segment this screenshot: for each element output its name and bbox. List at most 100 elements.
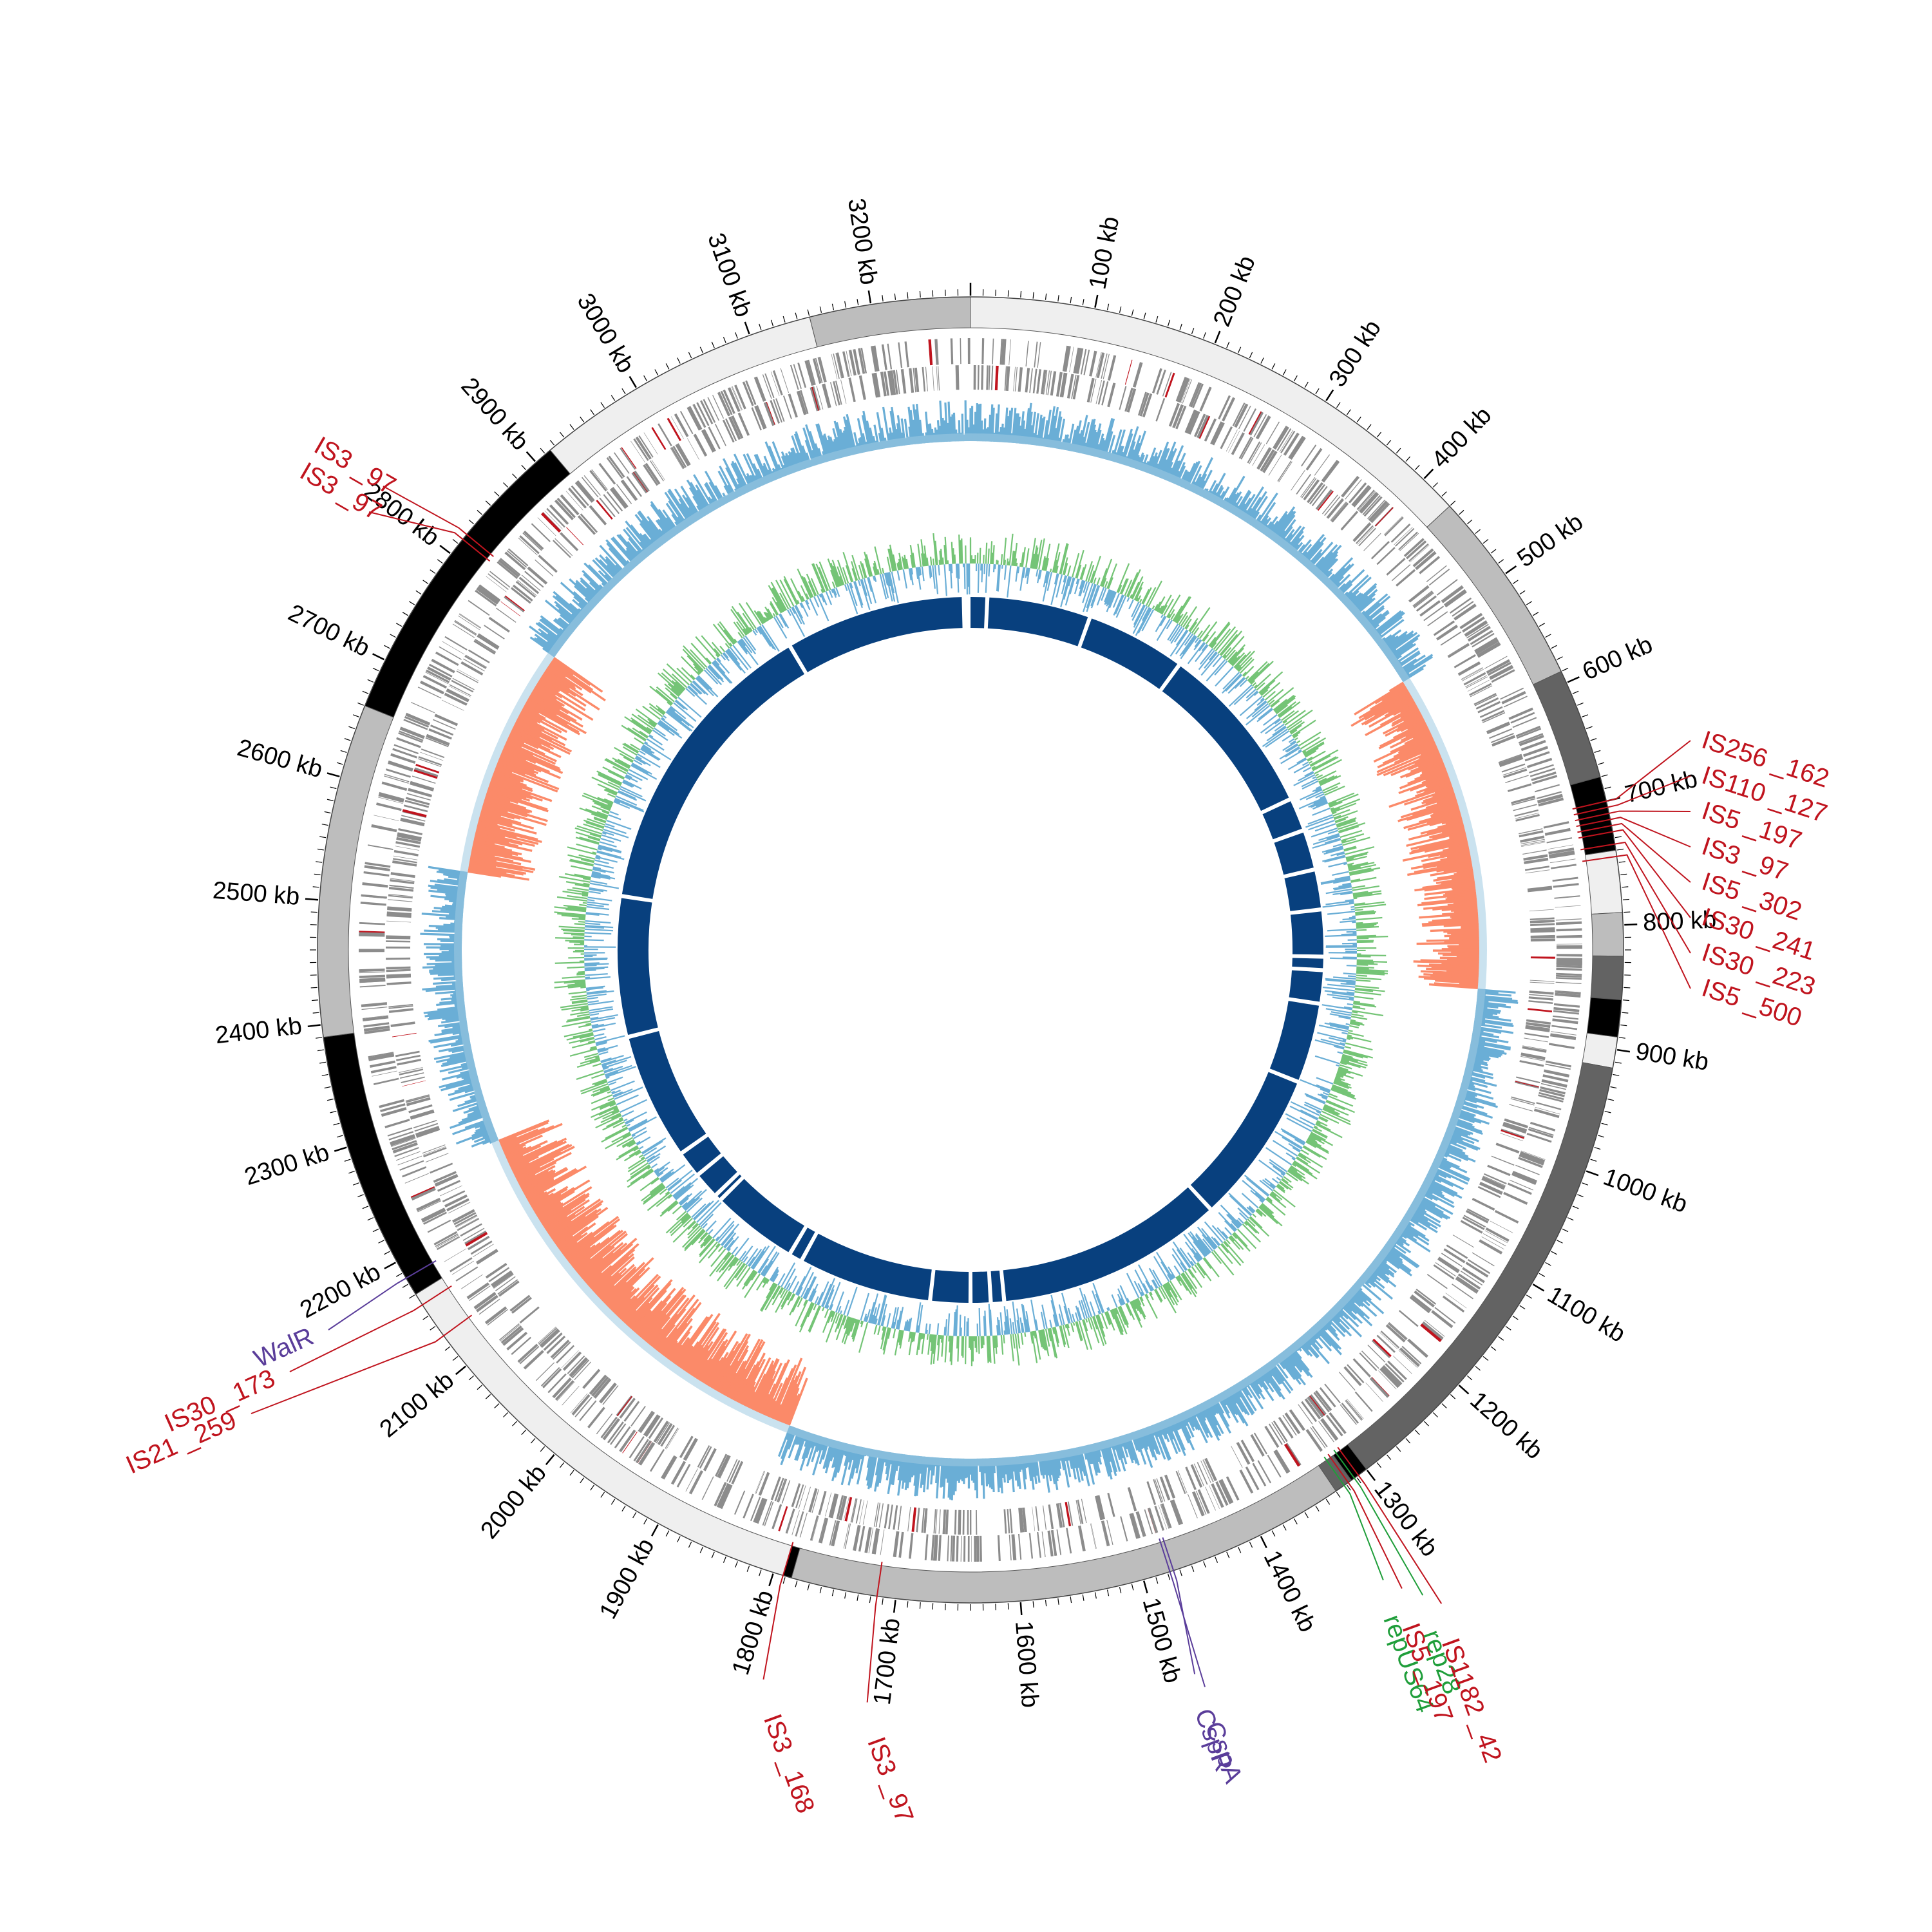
gene-feature — [361, 894, 387, 899]
gene-feature — [958, 365, 960, 390]
gc-skew-positive-bar — [1119, 1305, 1129, 1325]
gene-feature — [1268, 1423, 1283, 1445]
gene-feature — [1489, 728, 1513, 739]
gc-skew-negative-bar — [1075, 1305, 1081, 1321]
gene-feature — [1357, 526, 1375, 545]
gene-feature — [1323, 461, 1340, 483]
gc-skew-negative-bar — [1168, 1266, 1176, 1278]
gc-skew-negative-bar — [1083, 581, 1088, 593]
major-tick — [867, 290, 872, 304]
gc-skew-positive-bar — [1340, 1061, 1347, 1065]
gene-feature — [651, 427, 667, 450]
major-tick — [1586, 1170, 1599, 1177]
gc-skew-positive-bar — [1349, 1025, 1359, 1028]
gc-skew-positive-bar — [1075, 1321, 1082, 1341]
gc-skew-negative-bar — [1324, 1022, 1349, 1029]
gc-skew-bar — [541, 1193, 590, 1225]
gc-skew-bar — [717, 1340, 749, 1393]
gc-skew-positive-bar — [1188, 618, 1198, 632]
gc-skew-bar — [616, 1274, 659, 1318]
gene-feature — [777, 1478, 786, 1502]
gene-feature — [931, 1535, 935, 1561]
gc-skew-bar — [504, 743, 560, 770]
gene-feature — [1249, 412, 1264, 435]
gc-skew-negative-bar — [1058, 1304, 1065, 1325]
gene-feature — [1107, 355, 1117, 381]
gene-feature — [661, 1455, 677, 1480]
gc-skew-negative-bar — [1253, 691, 1259, 696]
gc-skew-negative-bar — [983, 564, 986, 574]
gc-skew-positive-bar — [1226, 649, 1236, 661]
minor-tick — [1167, 1573, 1171, 1580]
gene-feature — [1253, 1432, 1268, 1455]
minor-tick — [819, 1587, 822, 1594]
gene-feature — [855, 1525, 861, 1551]
gc-skew-bar — [511, 729, 542, 746]
gc-skew-positive-bar — [1313, 1126, 1322, 1132]
gene-feature — [406, 1095, 430, 1103]
gene-feature — [1220, 426, 1233, 450]
gene-feature — [1037, 1531, 1041, 1558]
gene-feature — [1501, 763, 1526, 773]
gc-skew-positive-bar — [1349, 867, 1372, 874]
gene-feature — [893, 1505, 898, 1530]
gc-skew-negative-bar — [1155, 615, 1166, 632]
gene-feature — [616, 1396, 632, 1416]
gc-skew-negative-bar — [1338, 1016, 1351, 1020]
gene-feature — [1187, 410, 1198, 434]
gc-skew-negative-bar — [1153, 1256, 1170, 1282]
gene-feature — [603, 494, 620, 515]
gc-skew-bar — [546, 1206, 585, 1233]
gc-skew-bar — [1443, 890, 1476, 896]
gene-feature — [464, 1230, 487, 1245]
gene-feature — [393, 855, 418, 860]
minor-tick — [367, 679, 374, 683]
gene-feature — [1520, 739, 1546, 752]
gene-feature — [797, 363, 807, 388]
gc-skew-bar — [1385, 715, 1423, 737]
gc-skew-bar — [553, 1208, 601, 1243]
minor-tick — [1475, 529, 1481, 535]
gc-skew-positive-bar — [1012, 551, 1016, 566]
gc-skew-bar — [1390, 753, 1441, 777]
gc-skew-bar — [1368, 700, 1416, 728]
gene-feature — [1530, 917, 1555, 921]
gc-skew-positive-bar — [1311, 766, 1316, 770]
gc-skew-bar — [1374, 694, 1412, 717]
gc-skew-bar — [1426, 967, 1479, 972]
gc-skew-bar — [582, 1252, 614, 1280]
gc-skew-positive-bar — [1104, 1312, 1111, 1325]
gc-skew-negative-bar — [1195, 645, 1209, 662]
gc-skew-bar — [622, 1284, 659, 1323]
gene-feature — [582, 477, 599, 498]
gene-feature — [546, 1335, 566, 1354]
gc-skew-positive-bar — [1307, 1137, 1318, 1144]
gene-feature — [1553, 883, 1579, 888]
gc-skew-negative-bar — [1346, 991, 1355, 994]
gene-feature — [1540, 1083, 1567, 1090]
minor-tick — [362, 690, 369, 694]
gene-feature — [1512, 717, 1537, 728]
gc-skew-positive-bar — [1332, 1084, 1349, 1092]
gc-skew-negative-bar — [1068, 576, 1072, 587]
gc-skew-bar — [544, 1209, 573, 1229]
gc-skew-bar — [697, 1358, 713, 1381]
gc-skew-bar — [516, 718, 542, 733]
gene-feature — [1212, 422, 1225, 446]
gc-skew-positive-bar — [1353, 893, 1373, 897]
gene-feature — [415, 764, 440, 773]
gc-skew-positive-bar — [1322, 1108, 1351, 1122]
gene-feature — [430, 724, 454, 736]
minor-tick — [1610, 1086, 1617, 1089]
minor-tick — [1598, 1135, 1605, 1138]
gene-feature — [1441, 585, 1463, 601]
gc-skew-bar — [536, 681, 563, 699]
gene-feature — [1530, 938, 1555, 942]
gene-feature — [1481, 1177, 1505, 1190]
gene-feature — [570, 1393, 588, 1414]
gene-feature — [788, 393, 798, 418]
gc-skew-negative-bar — [1325, 888, 1352, 895]
gc-skew-bar — [710, 1350, 735, 1389]
major-tick — [1423, 468, 1434, 479]
gc-skew-positive-bar — [1242, 1224, 1262, 1243]
